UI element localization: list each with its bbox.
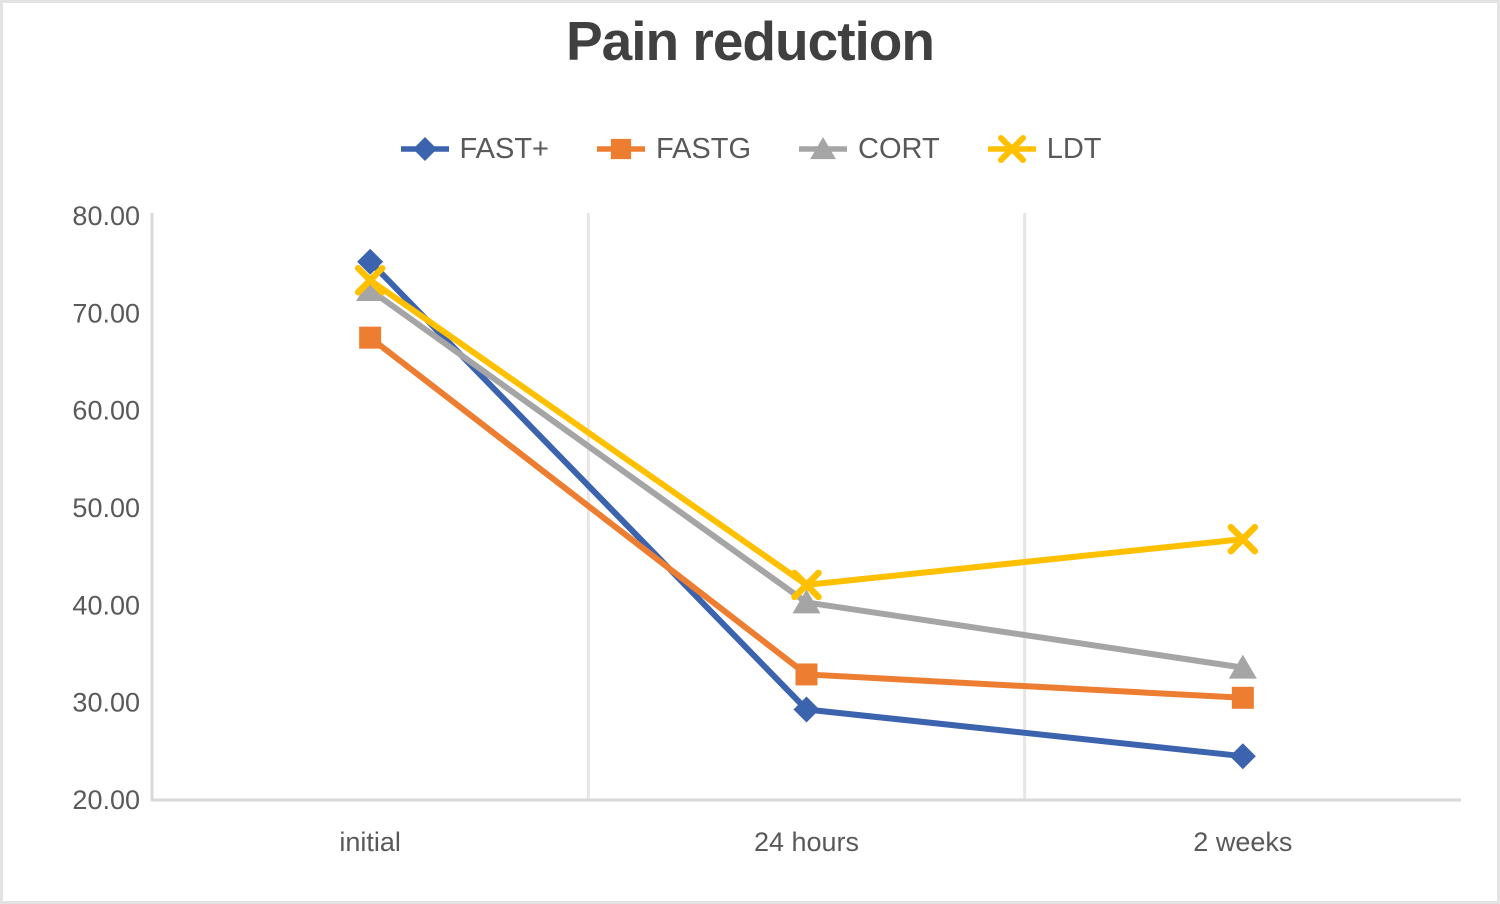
x-marker <box>354 264 386 296</box>
y-tick-label: 50.00 <box>72 493 140 523</box>
legend-label: LDT <box>1046 132 1102 165</box>
series-fast-plus <box>357 248 1256 770</box>
ldt-x-legend-icon <box>987 134 1036 164</box>
y-tick-label: 60.00 <box>72 396 140 426</box>
chart-legend: FAST+ FASTG CORT LDT <box>3 121 1497 177</box>
series-cort <box>356 276 1257 679</box>
legend-item-fastg: FASTG <box>595 133 751 166</box>
x-marker <box>791 569 822 601</box>
chart-title: Pain reduction <box>566 10 935 72</box>
square-marker <box>795 663 818 686</box>
axis-lines <box>150 213 1461 802</box>
legend-item-fast-plus: FAST+ <box>399 133 549 166</box>
y-tick-label: 20.00 <box>72 785 140 815</box>
legend-item-cort: CORT <box>797 133 940 166</box>
x-category-label: initial <box>339 827 401 857</box>
diamond-marker <box>793 696 820 723</box>
diamond-marker <box>412 137 437 161</box>
y-axis-labels: 80.00 70.00 60.00 50.00 40.00 30.00 20.00 <box>72 201 140 815</box>
series-line <box>368 277 1244 588</box>
plot-area: 80.00 70.00 60.00 50.00 40.00 30.00 20.00 initi… <box>72 201 1461 857</box>
x-category-label: 24 hours <box>754 827 859 857</box>
legend-item-ldt: LDT <box>986 132 1102 166</box>
y-tick-label: 40.00 <box>72 590 140 620</box>
x-marker <box>997 134 1026 164</box>
triangle-marker <box>1228 654 1257 679</box>
triangle-marker <box>792 589 821 614</box>
legend-label: FAST+ <box>459 132 549 165</box>
legend-label: CORT <box>858 132 940 165</box>
square-marker <box>359 326 382 349</box>
x-axis-labels: initial 24 hours 2 weeks <box>339 827 1292 857</box>
series-fastg <box>359 326 1254 709</box>
legend-label: FASTG <box>655 132 752 165</box>
triangle-marker <box>810 137 836 160</box>
y-tick-label: 80.00 <box>72 201 140 231</box>
series-line <box>368 335 1243 701</box>
series-ldt <box>354 264 1259 601</box>
y-tick-label: 70.00 <box>72 298 140 328</box>
cort-triangle-legend-icon <box>799 137 848 160</box>
fast-plus-diamond-legend-icon <box>400 137 449 161</box>
diamond-marker <box>1229 743 1256 770</box>
x-marker <box>1227 523 1259 555</box>
fastg-square-legend-icon <box>596 138 645 160</box>
square-marker <box>610 138 632 160</box>
triangle-marker <box>356 276 385 301</box>
diamond-marker <box>357 248 384 275</box>
y-tick-label: 30.00 <box>72 688 140 718</box>
x-category-label: 2 weeks <box>1193 827 1292 857</box>
square-marker <box>1231 686 1254 709</box>
